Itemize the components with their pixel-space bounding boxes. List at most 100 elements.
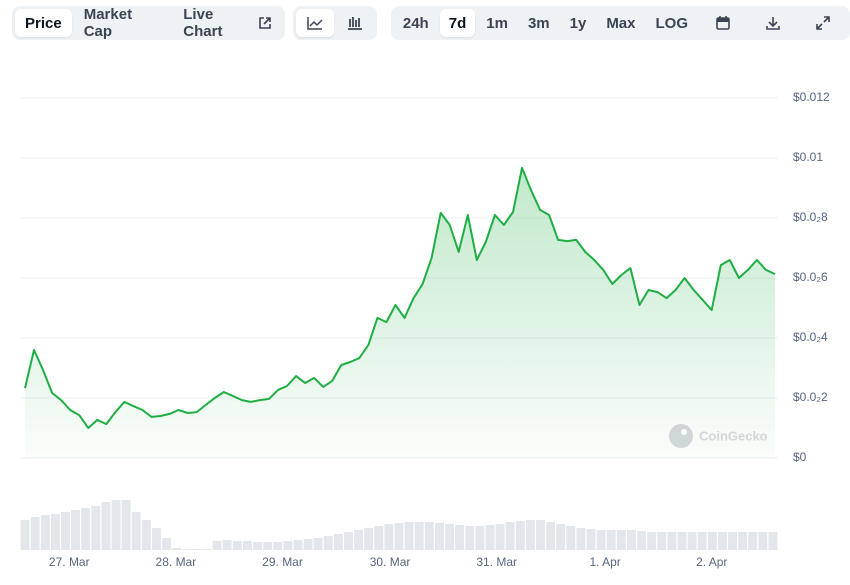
view-tab[interactable]: Live Chart: [173, 6, 282, 40]
range-tabs: 24h 7d 1m 3m 1y Max LOG: [390, 6, 850, 40]
volume-bar: [505, 522, 515, 550]
volume-bar: [697, 532, 707, 550]
volume-bar: [687, 532, 697, 550]
volume-bar: [242, 541, 252, 550]
volume-bar: [738, 532, 748, 550]
volume-bar: [647, 532, 657, 550]
volume-bar: [20, 520, 30, 550]
line-chart-button[interactable]: [295, 9, 334, 37]
volume-bar: [616, 530, 626, 550]
volume-bar: [91, 506, 101, 550]
volume-bar: [303, 539, 313, 550]
tab-label: Live Chart: [183, 6, 223, 40]
y-tick-label: $0.012: [793, 90, 830, 104]
volume-bar: [495, 524, 505, 550]
y-tick-label: $0.0₂2: [793, 390, 828, 404]
candle-icon: [347, 17, 362, 30]
volume-bar: [344, 532, 353, 550]
volume-bar: [465, 526, 475, 550]
volume-bar: [131, 512, 141, 550]
view-tab[interactable]: Market Cap: [74, 6, 172, 40]
y-tick-label: $0.01: [793, 150, 823, 164]
volume-bar: [313, 538, 323, 550]
volume-bar: [222, 540, 232, 550]
range-tab[interactable]: 7d: [439, 9, 476, 37]
volume-bar: [596, 530, 606, 550]
volume-bar: [182, 549, 192, 550]
chart-style: [292, 6, 377, 40]
volume-bar: [354, 530, 364, 550]
volume-bar: [485, 525, 495, 550]
x-tick-label: 30. Mar: [370, 555, 411, 569]
volume-bar: [263, 542, 273, 550]
volume-bar: [273, 542, 283, 550]
volume-bar: [717, 532, 727, 550]
volume-bar: [172, 548, 182, 550]
volume-bar: [536, 520, 545, 550]
fullscreen-button[interactable]: [799, 9, 847, 37]
x-tick-label: 1. Apr: [589, 555, 620, 569]
volume-bar: [627, 530, 636, 550]
volume-bar: [677, 532, 687, 550]
volume-bar: [101, 502, 111, 550]
volume-bar: [475, 526, 485, 550]
volume-bar: [525, 520, 535, 550]
volume-bar: [192, 549, 202, 550]
range-tab[interactable]: 3m: [527, 14, 550, 32]
calendar-button[interactable]: [699, 9, 747, 37]
tab-label: Price: [25, 14, 62, 32]
volume-bar: [556, 524, 566, 550]
volume-bar: [384, 524, 394, 550]
volume-bar: [414, 522, 424, 550]
volume-bar: [71, 510, 81, 550]
volume-bar: [748, 532, 758, 550]
watermark: CoinGecko: [669, 424, 768, 448]
view-tab[interactable]: Price: [15, 9, 72, 37]
volume-bar: [768, 532, 778, 550]
volume-bar: [61, 512, 70, 550]
volume-bar: [121, 500, 131, 550]
range-tab[interactable]: 24h: [402, 14, 429, 32]
toolbar: Price Market Cap Live Chart 24h 7d 1m 3m…: [12, 6, 850, 40]
watermark-text: CoinGecko: [699, 428, 768, 443]
volume-bar: [111, 500, 121, 550]
tab-label: Market Cap: [83, 6, 133, 40]
range-tab[interactable]: 1m: [486, 14, 508, 32]
x-tick-label: 28. Mar: [156, 555, 197, 569]
volume-bar: [566, 526, 576, 550]
volume-bar: [212, 541, 222, 550]
volume-bar: [374, 526, 384, 550]
volume-bar: [202, 549, 212, 550]
line-icon: [307, 17, 323, 30]
view-tabs: Price Market Cap Live Chart: [12, 6, 285, 40]
external-icon: [259, 17, 272, 29]
range-tab[interactable]: Max: [606, 14, 636, 32]
range-tab[interactable]: 1y: [569, 14, 587, 32]
candle-chart-button[interactable]: [336, 9, 374, 37]
y-tick-label: $0: [793, 450, 807, 464]
volume-bar: [728, 532, 737, 550]
volume-bar: [445, 524, 454, 550]
volume-bar: [758, 532, 768, 550]
download-button[interactable]: [749, 9, 797, 37]
volume-bar: [162, 538, 171, 550]
x-tick-label: 27. Mar: [49, 555, 90, 569]
volume-bar: [707, 532, 717, 550]
expand-icon: [816, 16, 830, 30]
volume-bar: [333, 534, 343, 550]
volume-bar: [576, 528, 586, 550]
volume-bar: [394, 523, 404, 550]
calendar-icon: [716, 16, 730, 30]
y-tick-label: $0.0₂8: [793, 210, 828, 224]
volume-bar: [404, 522, 414, 550]
volume-bar: [293, 540, 303, 550]
range-tab[interactable]: LOG: [655, 14, 689, 32]
volume-bar: [657, 532, 667, 550]
volume-bar: [586, 529, 596, 550]
volume-bar: [81, 508, 91, 550]
x-tick-label: 2. Apr: [696, 555, 727, 569]
volume-bar: [253, 542, 262, 550]
y-tick-label: $0.0₂4: [793, 330, 828, 344]
